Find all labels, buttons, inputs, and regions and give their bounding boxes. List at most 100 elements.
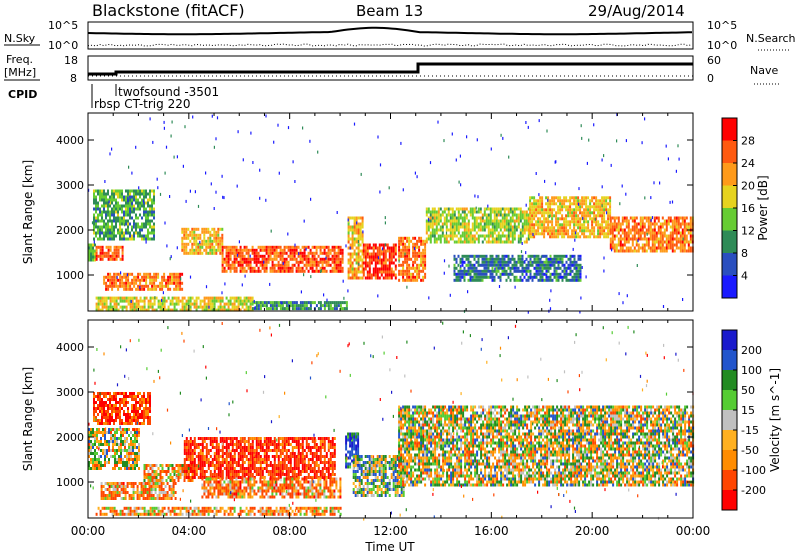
power-cell-13 <box>557 208 560 212</box>
power-cell-11 <box>489 231 492 235</box>
power-cell-14 <box>611 246 614 250</box>
velocity-cell-0 <box>116 440 118 443</box>
power-cell-8 <box>353 273 356 277</box>
velocity-cell-0 <box>114 467 116 470</box>
power-cell-14 <box>665 237 668 241</box>
power-cell-13 <box>557 196 560 200</box>
power-cell-2 <box>121 234 123 238</box>
power-cell-13 <box>605 208 608 212</box>
power-cell-5 <box>199 245 202 249</box>
power-cell-1 <box>101 245 104 249</box>
power-cell-4 <box>215 308 218 312</box>
power-cell-13 <box>575 214 578 218</box>
power-cell-11 <box>511 210 514 214</box>
power-cell-2 <box>93 213 95 217</box>
power-cell-14 <box>641 222 644 226</box>
power-cell-6 <box>275 269 278 273</box>
power-cell-4 <box>125 299 128 303</box>
power-cell-12 <box>567 272 570 276</box>
power-cell-6 <box>275 248 278 252</box>
power-cell-11 <box>517 213 520 217</box>
power-cell-11 <box>453 216 456 220</box>
power-cell-11 <box>433 228 436 232</box>
power-cell-2 <box>109 237 111 241</box>
power-cell-8 <box>355 216 358 220</box>
power-cell-3 <box>135 281 138 285</box>
power-cell-4 <box>121 308 124 312</box>
power-cell-10 <box>422 257 425 261</box>
power-cell-13 <box>593 217 596 221</box>
power-noise-cell <box>677 144 679 148</box>
power-cell-6 <box>235 248 238 252</box>
power-cell-11 <box>527 213 530 217</box>
power-cell-14 <box>675 222 678 226</box>
power-cell-12 <box>473 278 476 282</box>
power-cell-13 <box>595 199 598 203</box>
power-cell-10 <box>420 278 423 282</box>
power-cell-11 <box>513 234 516 238</box>
power-cell-12 <box>557 257 560 261</box>
power-cell-7 <box>339 304 342 308</box>
power-cell-6 <box>281 266 284 270</box>
power-cell-3 <box>137 287 140 291</box>
velocity-cell-2 <box>136 494 139 497</box>
velocity-cell-0 <box>88 449 90 452</box>
power-noise-cell <box>254 306 256 310</box>
power-cell-2 <box>119 216 121 220</box>
velocity-cell-2 <box>106 482 109 485</box>
power-cell-3 <box>171 275 174 279</box>
power-cell-2 <box>103 189 105 193</box>
power-cell-11 <box>491 240 494 244</box>
power-cell-11 <box>481 240 484 244</box>
power-cell-13 <box>563 196 566 200</box>
power-cell-12 <box>579 263 582 267</box>
power-noise-cell <box>460 264 462 268</box>
power-cell-6 <box>233 248 236 252</box>
power-cell-7 <box>253 301 256 305</box>
power-cell-2 <box>111 189 113 193</box>
velocity-cell-2 <box>142 491 145 494</box>
power-cell-12 <box>557 275 560 279</box>
power-noise-cell <box>494 267 496 271</box>
power-cell-14 <box>643 249 646 253</box>
power-cell-6 <box>311 266 314 270</box>
power-cell-10 <box>424 242 427 246</box>
power-cell-11 <box>435 222 438 226</box>
power-cell-2 <box>147 192 149 196</box>
power-cell-12 <box>541 272 544 276</box>
power-cell-13 <box>539 199 542 203</box>
power-cell-6 <box>333 260 336 264</box>
power-cell-3 <box>155 278 158 282</box>
power-cell-12 <box>453 269 456 273</box>
power-cell-0 <box>94 258 96 262</box>
power-cell-12 <box>575 266 578 270</box>
power-cell-7 <box>341 307 344 311</box>
power-cell-12 <box>511 257 514 261</box>
power-cell-13 <box>539 220 542 224</box>
power-cell-5 <box>217 233 220 237</box>
power-cell-5 <box>183 248 186 252</box>
power-cell-2 <box>141 189 143 193</box>
power-cell-13 <box>573 223 576 227</box>
power-cell-5 <box>199 242 202 246</box>
velocity-cell-2 <box>114 494 117 497</box>
power-cell-10 <box>414 248 417 252</box>
power-cell-11 <box>523 219 526 223</box>
power-noise-cell <box>460 183 462 187</box>
power-noise-cell <box>265 198 267 202</box>
power-noise-cell <box>205 285 208 289</box>
power-cell-2 <box>109 231 111 235</box>
power-cell-5 <box>215 233 218 237</box>
power-cell-2 <box>95 201 97 205</box>
power-cell-9 <box>368 264 371 268</box>
power-cell-14 <box>649 249 652 253</box>
power-cell-2 <box>107 222 109 226</box>
power-cell-14 <box>609 243 612 247</box>
power-cell-12 <box>501 260 504 264</box>
power-cell-14 <box>623 231 626 235</box>
velocity-cell-0 <box>118 449 120 452</box>
power-cell-2 <box>147 201 149 205</box>
power-cell-9 <box>364 249 367 253</box>
power-cell-4 <box>143 299 146 303</box>
power-cell-13 <box>579 220 582 224</box>
